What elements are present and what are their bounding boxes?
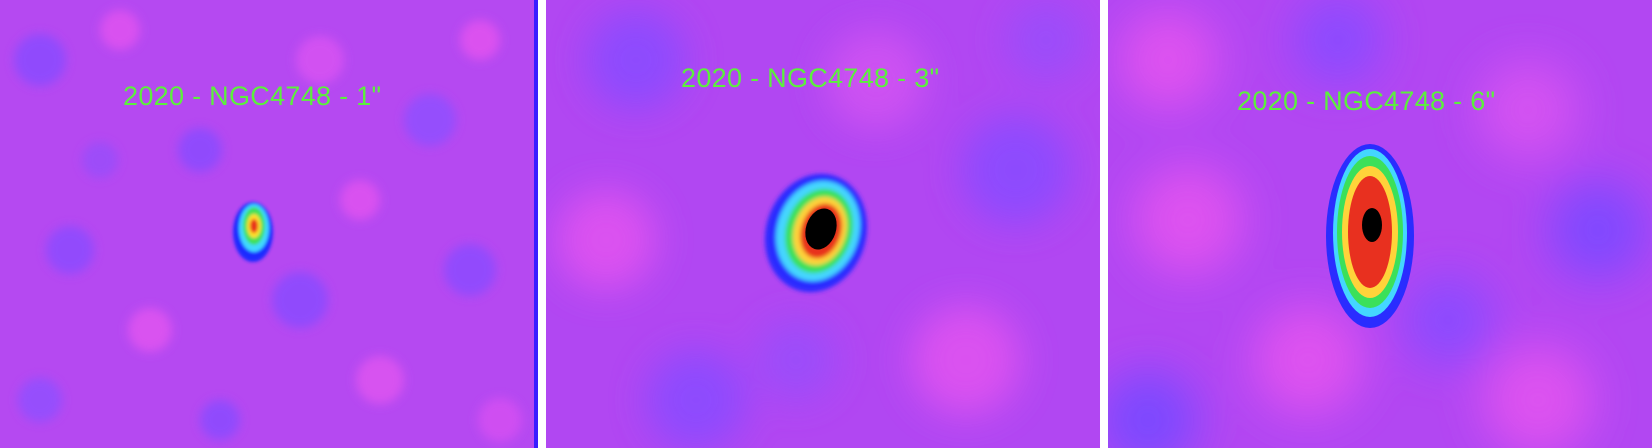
radio-map-panel-1arcsec: 2020 - NGC4748 - 1" <box>0 0 538 448</box>
panel-label: 2020 - NGC4748 - 6" <box>1237 86 1496 116</box>
radio-map-panel-3arcsec: 2020 - NGC4748 - 3" <box>546 0 1100 448</box>
panel-label: 2020 - NGC4748 - 1" <box>123 81 382 111</box>
radio-source <box>233 202 273 262</box>
panel-edge <box>534 0 538 448</box>
radio-map-image <box>1108 0 1652 448</box>
radio-map-image <box>546 0 1100 448</box>
radio-map-image <box>0 0 538 448</box>
radio-map-panel-6arcsec: 2020 - NGC4748 - 6" <box>1108 0 1652 448</box>
source-core <box>805 208 837 250</box>
source-core <box>1362 208 1382 242</box>
panel-label: 2020 - NGC4748 - 3" <box>681 63 940 93</box>
